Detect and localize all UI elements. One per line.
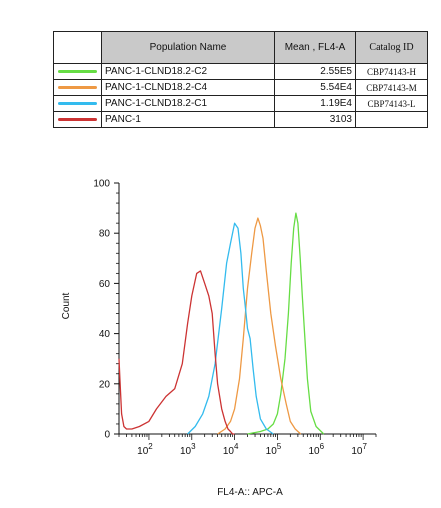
series-swatch <box>58 118 97 121</box>
x-tick-label: 104 <box>223 442 239 457</box>
y-tick-label: 80 <box>99 229 111 240</box>
series-layer <box>118 212 325 435</box>
catalog-id <box>355 111 428 128</box>
table-row: PANC-1 3103 <box>53 111 428 128</box>
series-line-2 <box>217 217 302 435</box>
series-line-4 <box>118 270 235 435</box>
y-tick-label: 20 <box>99 379 111 390</box>
y-tick-label: 0 <box>104 430 110 441</box>
header-swatch-cell <box>53 31 102 64</box>
header-catalog-id: Catalog ID <box>355 31 428 64</box>
y-axis-label: Count <box>61 292 72 319</box>
series-swatch <box>58 86 97 89</box>
header-mean: Mean , FL4-A <box>274 31 356 64</box>
population-name: PANC-1 <box>101 111 275 128</box>
series-swatch <box>58 70 97 73</box>
legend-table: Population Name Mean , FL4-A Catalog ID … <box>53 31 428 128</box>
x-tick-label: 105 <box>266 442 282 457</box>
y-tick-label: 100 <box>93 179 110 190</box>
series-line-3 <box>187 222 274 435</box>
swatch-cell <box>53 111 102 128</box>
x-tick-label: 102 <box>137 442 153 457</box>
x-tick-label: 106 <box>308 442 324 457</box>
x-tick-label: 107 <box>351 442 367 457</box>
series-line-1 <box>247 212 325 435</box>
mean-value: 3103 <box>274 111 356 128</box>
x-tick-label: 103 <box>180 442 196 457</box>
series-swatch <box>58 102 97 105</box>
y-tick-label: 40 <box>99 329 111 340</box>
x-axis-label: FL4-A:: APC-A <box>217 487 283 498</box>
y-tick-label: 60 <box>99 279 111 290</box>
table-row: PANC-1-CLND18.2-C4 5.54E4 CBP74143-M <box>53 79 428 96</box>
